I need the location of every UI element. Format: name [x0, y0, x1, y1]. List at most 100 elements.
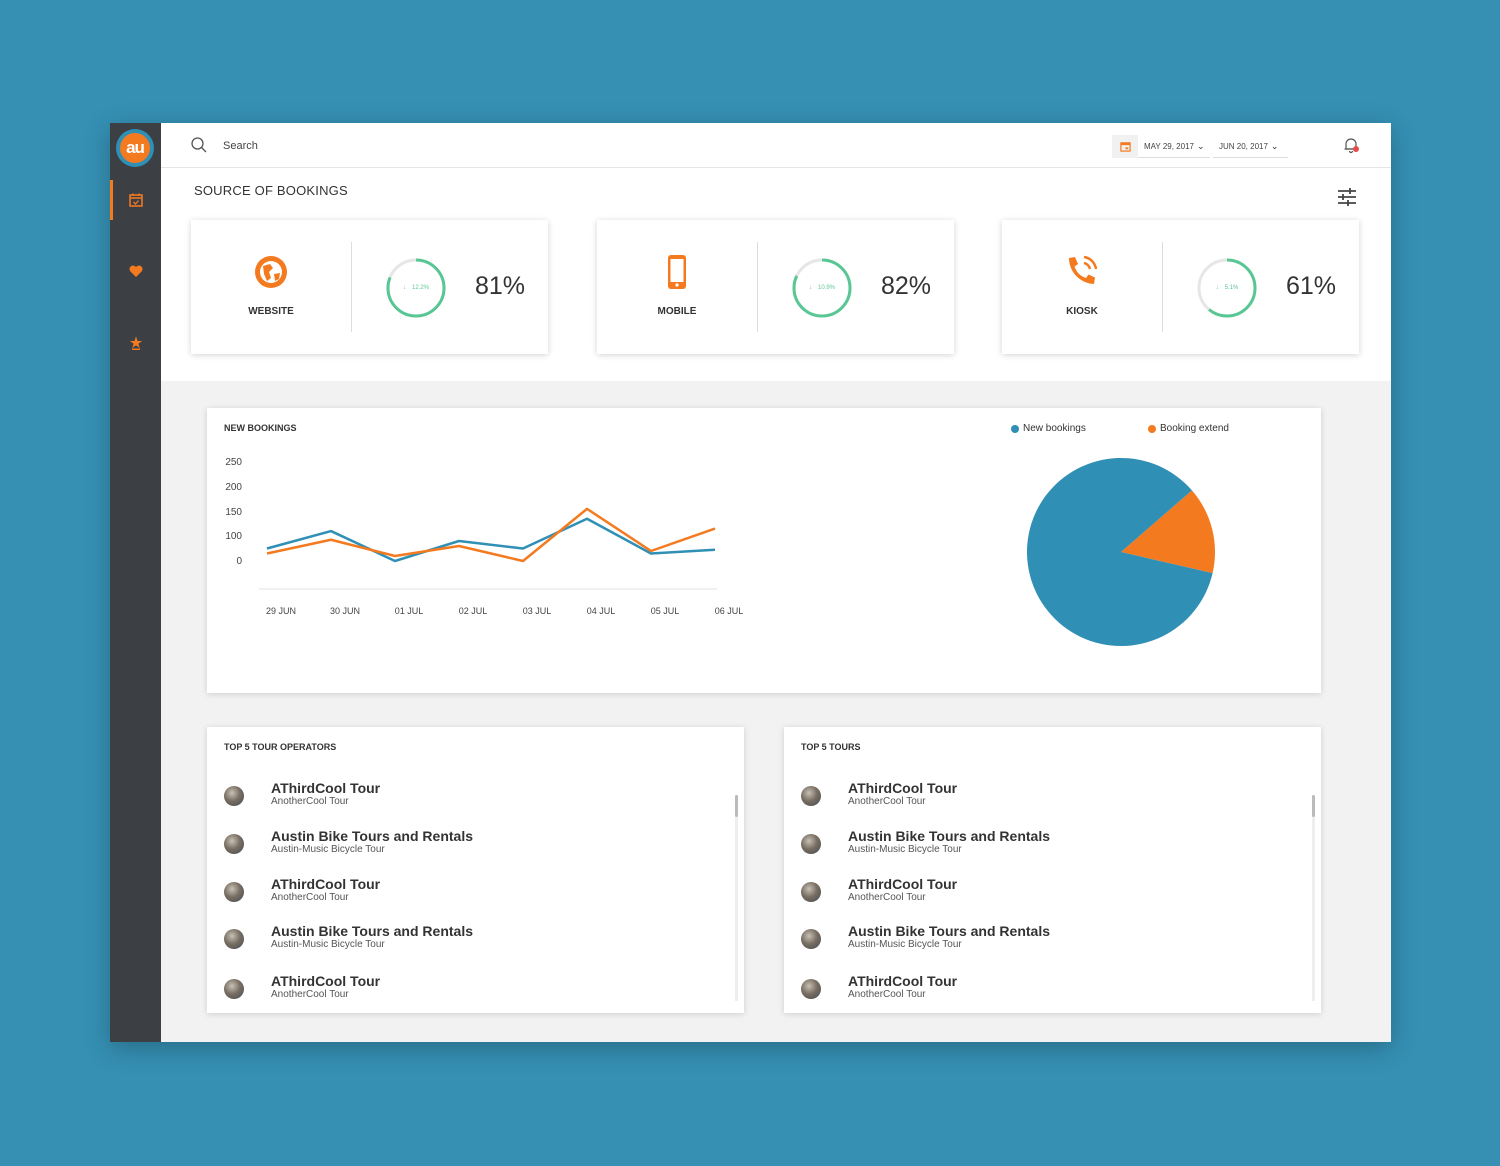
scrollbar-thumb[interactable] — [735, 795, 738, 817]
date-from-value: MAY 29, 2017 — [1144, 141, 1194, 151]
top-tours-card: TOP 5 TOURS AThirdCool Tour AnotherCool … — [784, 727, 1321, 1013]
pie-slice-new-bookings — [1027, 458, 1213, 646]
item-subtitle: AnotherCool Tour — [848, 796, 926, 807]
item-title: Austin Bike Tours and Rentals — [271, 923, 473, 939]
item-subtitle: Austin-Music Bicycle Tour — [848, 939, 962, 950]
change-value: 5.1% — [1224, 285, 1239, 291]
sidebar-item-bookings[interactable] — [110, 180, 161, 220]
avatar — [801, 929, 821, 949]
list-item[interactable]: Austin Bike Tours and Rentals Austin-Mus… — [224, 828, 704, 868]
search-icon[interactable] — [190, 136, 208, 154]
arrow-down-icon: ↓ — [808, 285, 812, 291]
item-title: AThirdCool Tour — [848, 973, 958, 989]
line-chart: 0 100 150 200 250 29 JUN 30 JUN 01 JUL 02 JUL 03 … — [225, 457, 744, 616]
item-subtitle: AnotherCool Tour — [271, 796, 349, 807]
scrollbar-thumb[interactable] — [1312, 795, 1315, 817]
scrollbar-track[interactable] — [1312, 795, 1315, 1001]
source-card-website[interactable]: WEBSITE ↓ 12.2% 81% — [191, 220, 548, 354]
card-title: TOP 5 TOUR OPERATORS — [224, 742, 337, 752]
item-subtitle: AnotherCool Tour — [848, 892, 926, 903]
legend-label: Booking extend — [1160, 423, 1229, 434]
progress-ring: ↓ 12.2% — [386, 258, 446, 318]
source-card-kiosk[interactable]: KIOSK ↓ 5.1% 61% — [1002, 220, 1359, 354]
source-label: WEBSITE — [248, 306, 294, 317]
arrow-down-icon: ↓ — [402, 285, 406, 291]
calendar-icon — [1119, 142, 1131, 152]
sidebar: au — [110, 123, 161, 1042]
y-tick-label: 0 — [236, 556, 242, 567]
change-value: 12.2% — [411, 285, 429, 291]
legend-dot — [1148, 424, 1156, 433]
sidebar-item-favorites[interactable] — [110, 251, 161, 291]
x-tick-label: 06 JUL — [715, 606, 744, 616]
source-card-mobile[interactable]: MOBILE ↓ 10.9% 82% — [597, 220, 954, 354]
avatar — [801, 979, 821, 999]
percent-value: 82% — [881, 272, 932, 300]
top-bar: MAY 29, 2017 ⌄ JUN 20, 2017 ⌄ — [161, 123, 1391, 168]
list-item[interactable]: AThirdCool Tour AnotherCool Tour — [224, 876, 704, 916]
list-item[interactable]: AThirdCool Tour AnotherCool Tour — [801, 780, 1281, 820]
legend-label: New bookings — [1023, 423, 1086, 434]
item-subtitle: Austin-Music Bicycle Tour — [271, 939, 385, 950]
app-window: au — [110, 123, 1391, 1042]
phone-call-icon — [1069, 255, 1098, 284]
item-subtitle: Austin-Music Bicycle Tour — [271, 844, 385, 855]
y-tick-label: 200 — [225, 482, 242, 493]
item-title: AThirdCool Tour — [271, 780, 381, 796]
list-item[interactable]: Austin Bike Tours and Rentals Austin-Mus… — [224, 923, 704, 963]
series-line-new-bookings — [266, 517, 716, 563]
sidebar-item-featured[interactable] — [110, 323, 161, 363]
date-from-select[interactable]: MAY 29, 2017 ⌄ — [1138, 135, 1210, 158]
x-tick-label: 03 JUL — [523, 606, 552, 616]
arrow-down-icon: ↓ — [1215, 285, 1219, 291]
notification-dot — [1353, 146, 1359, 152]
avatar — [801, 882, 821, 902]
y-tick-label: 150 — [225, 507, 242, 518]
card-divider — [757, 242, 758, 332]
avatar — [224, 979, 244, 999]
avatar — [224, 786, 244, 806]
percent-value: 81% — [475, 272, 526, 300]
app-logo[interactable]: au — [116, 129, 154, 167]
series-line-booking-extend — [266, 507, 716, 563]
list-item[interactable]: AThirdCool Tour AnotherCool Tour — [801, 876, 1281, 916]
item-title: AThirdCool Tour — [848, 780, 958, 796]
avatar — [801, 834, 821, 854]
list-item[interactable]: Austin Bike Tours and Rentals Austin-Mus… — [801, 828, 1281, 868]
new-bookings-card: NEW BOOKINGS New bookings Booking extend… — [207, 408, 1321, 693]
progress-ring: ↓ 10.9% — [792, 258, 852, 318]
card-divider — [351, 242, 352, 332]
list-item[interactable]: Austin Bike Tours and Rentals Austin-Mus… — [801, 923, 1281, 963]
progress-ring: ↓ 5.1% — [1197, 258, 1257, 318]
list-item[interactable]: AThirdCool Tour AnotherCool Tour — [224, 780, 704, 820]
item-title: Austin Bike Tours and Rentals — [271, 828, 473, 844]
x-tick-label: 04 JUL — [587, 606, 616, 616]
chevron-down-icon: ⌄ — [1270, 140, 1279, 151]
search-input[interactable] — [223, 137, 623, 155]
source-label: MOBILE — [657, 306, 697, 317]
item-subtitle: AnotherCool Tour — [271, 892, 349, 903]
chevron-down-icon: ⌄ — [1196, 140, 1205, 151]
list-item[interactable]: AThirdCool Tour AnotherCool Tour — [801, 973, 1281, 1013]
pie-chart — [1027, 458, 1215, 646]
logo-text: au — [120, 133, 150, 163]
y-tick-label: 250 — [225, 457, 242, 468]
item-subtitle: AnotherCool Tour — [271, 989, 349, 1000]
list-item[interactable]: AThirdCool Tour AnotherCool Tour — [224, 973, 704, 1013]
scrollbar-track[interactable] — [735, 795, 738, 1001]
filter-settings-icon[interactable] — [1336, 187, 1358, 207]
date-range-button[interactable] — [1112, 135, 1138, 158]
item-title: Austin Bike Tours and Rentals — [848, 828, 1050, 844]
card-title: TOP 5 TOURS — [801, 742, 861, 752]
avatar — [224, 929, 244, 949]
x-tick-label: 30 JUN — [330, 606, 360, 616]
date-to-select[interactable]: JUN 20, 2017 ⌄ — [1213, 135, 1288, 158]
top-operators-card: TOP 5 TOUR OPERATORS AThirdCool Tour Ano… — [207, 727, 744, 1013]
avatar — [224, 882, 244, 902]
section-title: SOURCE OF BOOKINGS — [194, 183, 348, 198]
x-tick-label: 02 JUL — [459, 606, 488, 616]
star-icon — [129, 336, 142, 350]
card-divider — [1162, 242, 1163, 332]
item-subtitle: AnotherCool Tour — [848, 989, 926, 1000]
legend-dot — [1011, 424, 1019, 433]
